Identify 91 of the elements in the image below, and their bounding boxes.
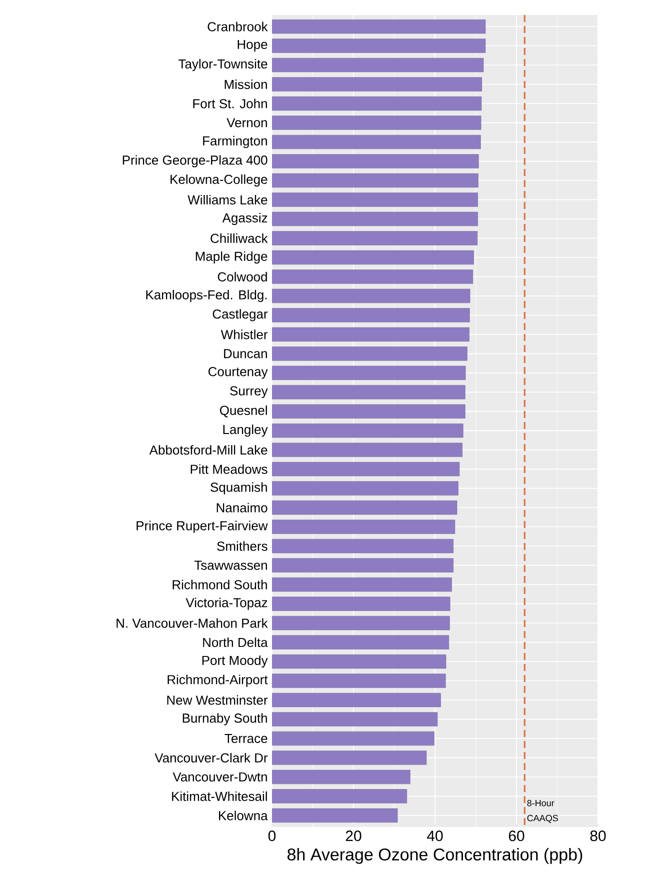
y-tick-label: Vancouver-Dwtn: [172, 772, 267, 782]
y-tick-label: Tsawwassen: [194, 560, 267, 570]
bar: [272, 308, 470, 322]
bar: [272, 38, 486, 53]
bar: [272, 250, 474, 265]
y-tick-label: Prince Rupert-Fairview: [136, 520, 268, 533]
y-tick-label: Pitt Meadows: [190, 464, 268, 474]
bar: [272, 96, 482, 111]
ref-line-label: 8-Hour CAAQS: [527, 800, 558, 823]
bar: [272, 442, 462, 457]
x-tick-label: 60: [508, 830, 524, 842]
bar: [272, 366, 466, 380]
bar: [272, 616, 450, 630]
x-tick-label: 0: [268, 830, 276, 842]
y-tick-label: Whistler: [220, 330, 268, 340]
y-tick-label: Courtenay: [208, 367, 268, 379]
y-tick-label: Kelowna-College: [170, 174, 268, 187]
y-tick-label: Colwood: [218, 272, 267, 282]
y-tick-label: Richmond South: [172, 580, 267, 590]
x-tick-label: 40: [427, 830, 443, 842]
y-tick-label: Williams Lake: [188, 194, 268, 204]
bar: [272, 539, 454, 554]
bar: [272, 635, 449, 650]
bar: [272, 173, 478, 188]
bar: [272, 212, 478, 226]
y-tick-label: Kelowna: [219, 810, 268, 820]
y-tick-label: Langley: [223, 424, 268, 437]
y-tick-label: Maple Ridge: [196, 251, 268, 264]
bar: [272, 558, 454, 572]
bar: [272, 58, 484, 72]
bar: [272, 674, 446, 688]
y-tick-label: Nanaimo: [216, 502, 268, 512]
bar: [272, 481, 458, 496]
y-tick-label: Victoria-Topaz: [186, 598, 268, 610]
bar: [272, 192, 478, 207]
bar: [272, 288, 470, 304]
bar: [272, 462, 460, 476]
y-tick-label: Mission: [224, 79, 267, 90]
bar: [272, 750, 427, 765]
bar: [272, 500, 458, 515]
y-tick-label: Kamloops-Fed. Bldg.: [146, 290, 267, 302]
bar: [272, 654, 446, 669]
y-tick-label: Smithers: [217, 541, 268, 551]
y-tick-label: Castlegar: [212, 309, 268, 322]
y-tick-label: Abbotsford-Mill Lake: [149, 445, 268, 455]
bar: [272, 231, 478, 246]
y-tick-label: North Delta: [203, 638, 268, 648]
y-tick-label: Duncan: [224, 349, 267, 358]
y-tick-label: Fort St. John: [193, 98, 267, 108]
y-tick-label: Vernon: [226, 118, 267, 128]
y-tick-label: Cranbrook: [208, 22, 268, 32]
y-tick-label: Surrey: [230, 386, 268, 398]
y-tick-label: Chilliwack: [210, 233, 268, 243]
y-tick-label: Vancouver-Clark Dr: [154, 752, 268, 763]
bar: [272, 577, 452, 592]
y-tick-label: Squamish: [210, 482, 267, 494]
y-tick-label: Richmond-Airport: [168, 674, 268, 687]
bar: [272, 770, 410, 784]
bar: [272, 270, 474, 284]
y-tick-label: Taylor-Townsite: [178, 58, 268, 72]
y-tick-label: Quesnel: [220, 405, 267, 418]
bar: [272, 424, 464, 438]
y-tick-label: Hope: [238, 40, 268, 52]
bar: [272, 385, 466, 400]
bar: [272, 712, 438, 726]
x-tick-label: 80: [590, 830, 606, 842]
bar: [272, 404, 466, 418]
bar: [272, 77, 482, 92]
bar: [272, 789, 408, 804]
x-tick-label: 20: [346, 830, 362, 842]
bar: [272, 731, 434, 746]
y-tick-label: Port Moody: [202, 655, 268, 668]
bar: [272, 596, 450, 611]
y-tick-label: New Westminster: [167, 695, 268, 705]
bar: [272, 327, 470, 342]
y-tick-label: Kitimat-Whitesail: [172, 791, 267, 801]
bar: [272, 692, 441, 708]
x-axis-title: 8h Average Ozone Concentration (ppb): [288, 848, 582, 864]
y-tick-label: Agassiz: [222, 212, 268, 226]
bar: [272, 154, 479, 168]
bar: [272, 116, 482, 130]
y-tick-label: N. Vancouver-Mahon Park: [116, 618, 268, 628]
bar: [272, 19, 486, 34]
bar: [272, 346, 468, 361]
y-tick-label: Burnaby South: [182, 713, 267, 726]
bar: [272, 134, 481, 150]
bar: [272, 520, 456, 534]
y-tick-label: Prince George-Plaza 400: [122, 155, 268, 168]
bar: [272, 808, 398, 823]
y-tick-label: Terrace: [224, 734, 268, 744]
y-tick-label: Farmington: [203, 136, 267, 148]
